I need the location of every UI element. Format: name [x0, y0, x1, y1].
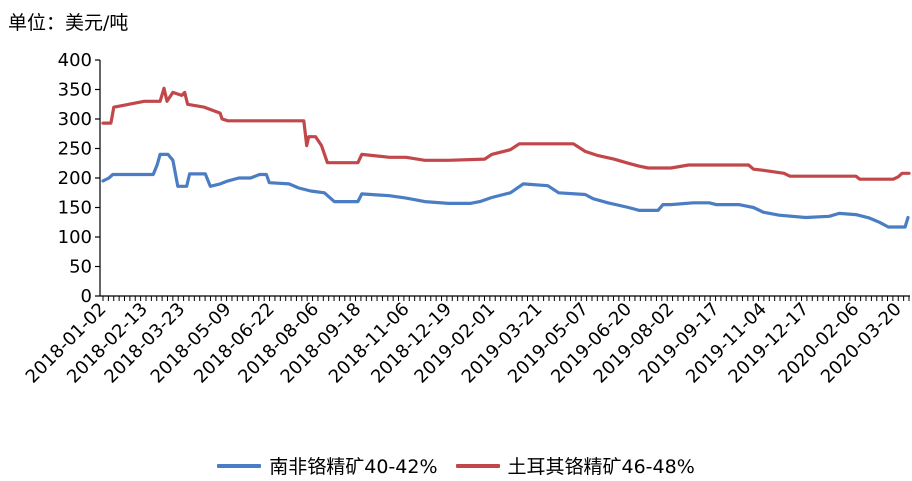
- series-layer: [101, 86, 911, 229]
- series-line-2: [101, 86, 911, 181]
- y-tick-label: 0: [81, 286, 92, 307]
- y-tick-label: 400: [58, 50, 92, 71]
- x-axis: 2018-01-022018-02-132018-03-232018-05-09…: [22, 295, 910, 388]
- y-tick-label: 50: [69, 257, 92, 278]
- series-line-1: [101, 152, 910, 229]
- legend-swatch-series-2: [455, 463, 500, 468]
- legend-item-series-2: 土耳其铬精矿46-48%: [455, 452, 695, 479]
- y-tick-label: 100: [58, 227, 92, 248]
- y-tick-label: 150: [58, 198, 92, 219]
- legend-label-series-2: 土耳其铬精矿46-48%: [507, 456, 695, 478]
- y-tick-label: 200: [58, 168, 92, 189]
- legend: 南非铬精矿40-42% 土耳其铬精矿46-48%: [0, 452, 912, 479]
- y-tick-label: 300: [58, 109, 92, 130]
- unit-label: 单位：美元/吨: [8, 12, 129, 34]
- legend-label-series-1: 南非铬精矿40-42%: [269, 456, 438, 478]
- legend-swatch-series-1: [217, 463, 262, 468]
- y-tick-label: 250: [58, 139, 92, 160]
- legend-item-series-1: 南非铬精矿40-42%: [217, 452, 438, 479]
- y-tick-label: 350: [58, 80, 92, 101]
- y-axis: 0 50 100 150 200 250 300 350 400: [58, 50, 101, 307]
